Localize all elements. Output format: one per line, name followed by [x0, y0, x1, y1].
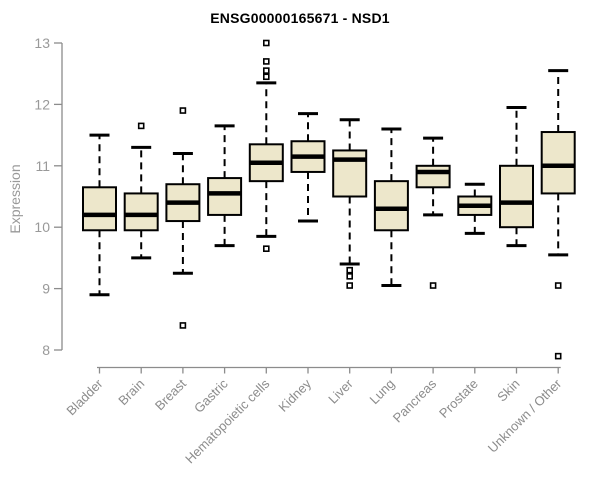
- boxplot-bladder: [82, 133, 117, 297]
- x-category-label: Breast: [152, 376, 189, 413]
- boxplot-lung: [373, 127, 409, 288]
- boxplot-breast: [165, 107, 201, 329]
- iqr-box: [415, 164, 451, 189]
- iqr-box: [373, 180, 409, 232]
- outlier-point: [554, 282, 562, 289]
- y-tick-label: 10: [34, 219, 50, 235]
- outlier-point: [346, 266, 354, 274]
- iqr-box: [82, 186, 117, 232]
- y-tick-label: 12: [34, 96, 50, 112]
- outlier-point: [262, 245, 270, 252]
- boxplot-gastric: [207, 124, 243, 248]
- chart-title: ENSG00000165671 - NSD1: [210, 10, 390, 26]
- boxplot-hematopoietic-cells: [248, 39, 284, 252]
- x-category-label: Brain: [115, 376, 147, 408]
- x-category-label: Prostate: [436, 376, 481, 421]
- outlier-point: [429, 282, 437, 289]
- outlier-point: [346, 282, 354, 289]
- outlier-point: [346, 273, 354, 280]
- x-category-label: Gastric: [191, 376, 231, 416]
- x-category-label: Pancreas: [390, 376, 440, 426]
- iqr-box: [207, 177, 243, 216]
- y-tick-label: 9: [42, 281, 50, 297]
- boxplot-skin: [499, 105, 534, 248]
- outlier-point: [554, 352, 562, 360]
- x-category-label: Kidney: [275, 376, 314, 415]
- x-category-label: Bladder: [63, 376, 106, 419]
- outlier-point: [179, 107, 187, 114]
- outlier-point: [262, 39, 270, 47]
- outlier-point: [137, 122, 145, 130]
- iqr-box: [499, 164, 534, 229]
- outlier-point: [262, 67, 270, 74]
- boxplot-unknown-other: [540, 69, 576, 360]
- outlier-point: [179, 322, 187, 329]
- x-category-label: Unknown / Other: [485, 376, 565, 456]
- iqr-box: [540, 131, 576, 195]
- boxplot-kidney: [290, 112, 326, 223]
- x-category-label: Lung: [366, 376, 397, 407]
- boxplot-liver: [332, 118, 368, 289]
- iqr-box: [332, 149, 368, 198]
- boxplot-prostate: [457, 182, 493, 235]
- outlier-point: [262, 73, 270, 81]
- y-tick-label: 8: [42, 342, 50, 358]
- boxplot-pancreas: [415, 136, 451, 289]
- outlier-point: [262, 58, 270, 65]
- y-tick-label: 13: [34, 35, 50, 51]
- y-tick-label: 11: [35, 158, 50, 174]
- x-category-label: Liver: [325, 376, 356, 407]
- boxplot-brain: [123, 122, 159, 260]
- iqr-box: [123, 192, 159, 232]
- x-category-label: Skin: [494, 376, 522, 404]
